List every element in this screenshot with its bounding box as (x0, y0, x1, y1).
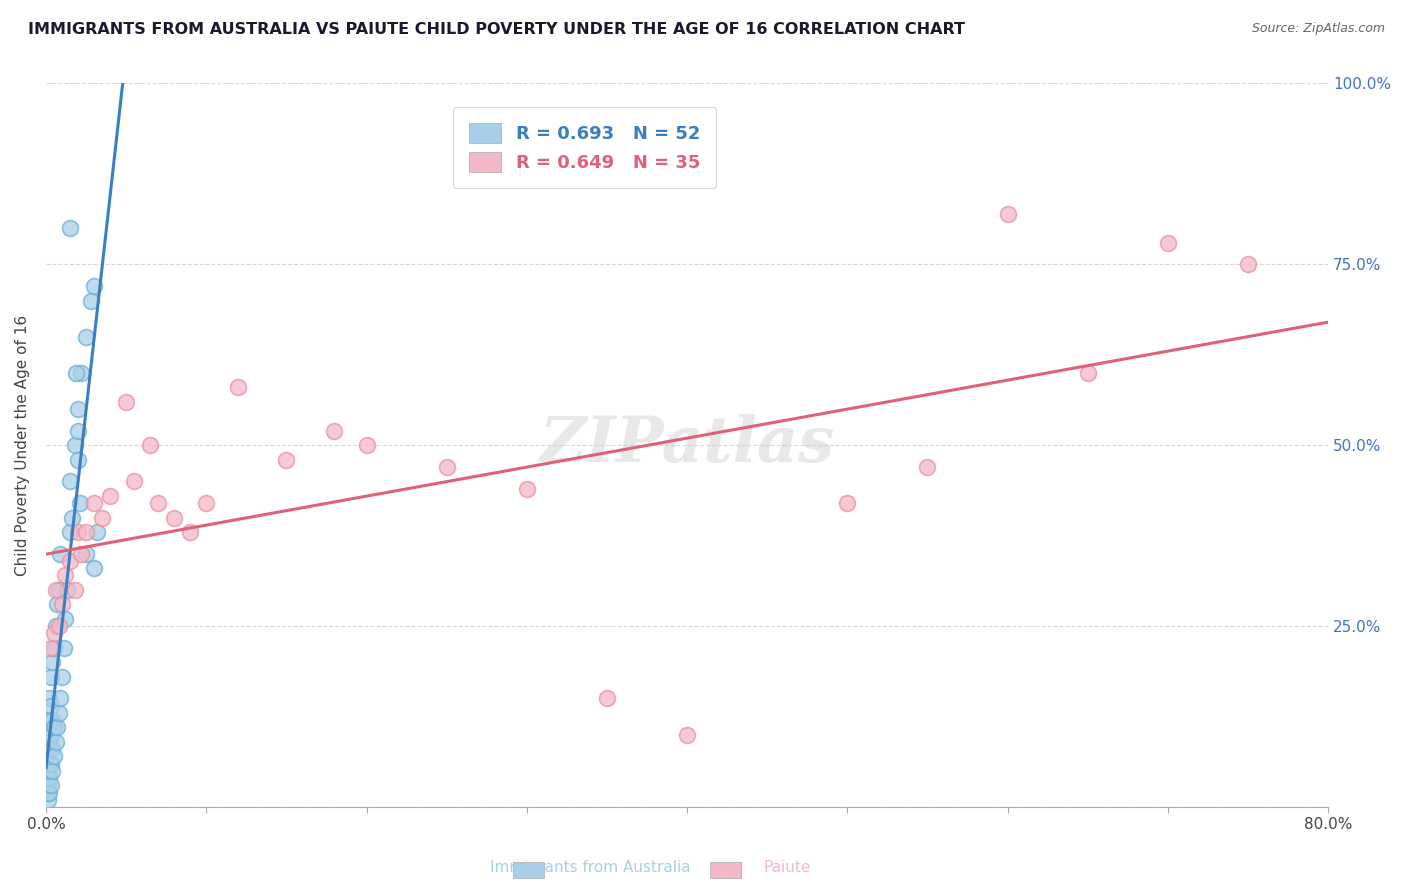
Point (38, 785, 60, 799)
Text: Immigrants from Australia: Immigrants from Australia (491, 860, 690, 874)
Point (75, 329, 97, 343)
Point (41, 713, 63, 727)
Point (59, 475, 82, 489)
Point (837, 496, 859, 510)
Point (37, 785, 59, 799)
Point (66, 452, 89, 467)
Point (436, 459, 458, 474)
Point (48, 582, 70, 597)
Point (38, 771, 60, 785)
Point (39, 698, 62, 713)
Point (69, 496, 91, 510)
Point (49, 547, 72, 561)
Point (83, 496, 105, 510)
Legend: R = 0.693   N = 52, R = 0.649   N = 35: R = 0.693 N = 52, R = 0.649 N = 35 (453, 107, 717, 188)
Point (42, 626, 65, 640)
Point (226, 380, 249, 394)
Point (51, 598, 73, 612)
Point (997, 207, 1019, 221)
Point (56, 582, 79, 597)
Point (1077, 366, 1099, 380)
Point (39, 728, 62, 742)
Point (42, 720, 65, 734)
Point (75, 524, 97, 539)
Point (179, 524, 201, 539)
Point (39, 778, 62, 792)
Point (39, 670, 62, 684)
Y-axis label: Child Poverty Under the Age of 16: Child Poverty Under the Age of 16 (15, 315, 30, 575)
Text: IMMIGRANTS FROM AUSTRALIA VS PAIUTE CHILD POVERTY UNDER THE AGE OF 16 CORRELATIO: IMMIGRANTS FROM AUSTRALIA VS PAIUTE CHIL… (28, 22, 965, 37)
Point (596, 691, 619, 706)
Point (38, 713, 60, 727)
Point (86, 524, 108, 539)
Point (59, 554, 82, 568)
Point (323, 424, 346, 438)
Point (60, 510, 83, 524)
Point (63, 582, 86, 597)
Point (51, 670, 73, 684)
Point (46, 598, 69, 612)
Text: ZIPatlas: ZIPatlas (540, 415, 835, 476)
Point (917, 459, 939, 474)
Point (45, 735, 67, 749)
Point (53, 612, 76, 626)
Point (115, 394, 138, 409)
Point (46, 720, 69, 734)
Point (59, 524, 82, 539)
Point (516, 482, 538, 496)
Point (146, 496, 169, 510)
Point (83, 561, 105, 575)
Point (41, 742, 63, 756)
Point (48, 619, 70, 633)
Point (45, 619, 67, 633)
Point (52, 640, 75, 655)
Point (39, 756, 62, 771)
Point (42, 749, 65, 764)
Point (41, 655, 63, 669)
Point (59, 221, 82, 235)
Point (70, 366, 93, 380)
Point (48, 706, 70, 720)
Point (356, 438, 378, 452)
Point (42, 640, 65, 655)
Point (39, 640, 62, 655)
Point (38, 756, 60, 771)
Point (65, 366, 87, 380)
Point (70, 547, 93, 561)
Text: Source: ZipAtlas.com: Source: ZipAtlas.com (1251, 22, 1385, 36)
Point (38, 735, 60, 749)
Point (83, 279, 105, 293)
Point (195, 496, 218, 510)
Point (98, 489, 121, 503)
Point (53, 568, 76, 582)
Point (45, 582, 67, 597)
Point (163, 510, 186, 524)
Point (80, 293, 103, 308)
Point (122, 475, 145, 489)
Point (41, 764, 63, 778)
Point (49, 691, 72, 706)
Point (66, 402, 89, 417)
Point (66, 424, 89, 438)
Point (676, 728, 699, 742)
Point (139, 438, 162, 452)
Point (75, 547, 97, 561)
Point (91, 510, 114, 524)
Point (276, 452, 298, 467)
Point (37, 793, 59, 807)
Point (37, 778, 59, 792)
Text: Paiute: Paiute (763, 860, 811, 874)
Point (38, 691, 60, 706)
Point (63, 438, 86, 452)
Point (37, 764, 59, 778)
Point (1237, 257, 1260, 271)
Point (37, 742, 59, 756)
Point (1157, 235, 1180, 250)
Point (66, 524, 89, 539)
